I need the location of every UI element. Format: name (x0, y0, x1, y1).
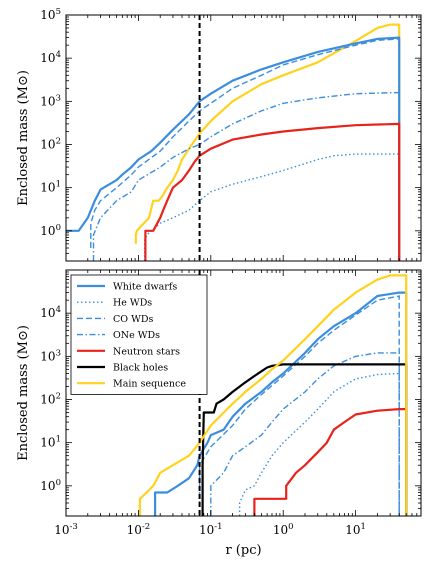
top-panel: 100 101 102 103 104 105 Enclosed mass (M⊙) (16, 7, 422, 262)
x-axis-label: r (pc) (225, 543, 261, 558)
y-tick-label: 102 (40, 391, 61, 406)
y-axis-label: Enclosed mass (M⊙) (16, 70, 31, 206)
series-line-white-dwarfs (66, 36, 401, 261)
x-tick-label: 10-1 (199, 522, 223, 537)
y-axis-label: Enclosed mass (M⊙) (16, 325, 31, 461)
y-tick-label: 105 (40, 7, 61, 22)
y-tick-label: 100 (40, 478, 61, 493)
series-line-neutron-stars (144, 122, 401, 261)
x-tick-label: 101 (345, 522, 366, 537)
legend-label: Main sequence (113, 379, 186, 390)
y-tick-label: 103 (40, 348, 61, 363)
y-tick-label: 101 (40, 180, 61, 195)
x-tick-label: 10-2 (127, 522, 151, 537)
bottom-panel: 100 101 102 103 104 10-3 10-2 10-1 100 101 Enclose… (16, 269, 422, 558)
legend-label: Neutron stars (113, 346, 180, 357)
y-tick-label: 100 (40, 223, 61, 238)
series-line-main-sequence (138, 274, 408, 516)
series-line-black-holes (201, 363, 408, 516)
series-line-co-wds (90, 38, 400, 261)
series-line-neutron-stars (253, 408, 408, 516)
legend-label: CO WDs (113, 314, 153, 325)
y-tick-label: 104 (40, 50, 61, 65)
legend-label: ONe WDs (113, 330, 160, 341)
series-line-one-wds (210, 352, 400, 516)
legend-label: Black holes (113, 363, 168, 374)
x-tick-label: 10-3 (54, 522, 78, 537)
series-line-main-sequence (134, 23, 401, 261)
plot-frame (65, 14, 422, 262)
legend-label: He WDs (113, 298, 152, 309)
series-line-white-dwarfs (154, 291, 408, 516)
y-tick-label: 101 (40, 435, 61, 450)
legend: White dwarfs He WDs CO WDs ONe WDs Neutron s… (70, 274, 208, 395)
legend-label: White dwarfs (113, 282, 177, 293)
series-line-co-wds (198, 295, 400, 516)
y-tick-label: 104 (40, 305, 61, 320)
series-line-he-wds (144, 153, 400, 261)
y-tick-label: 103 (40, 93, 61, 108)
series-group (66, 23, 401, 261)
plot-frame (65, 269, 422, 517)
series-group (138, 274, 408, 516)
x-tick-label: 100 (273, 522, 294, 537)
y-tick-label: 102 (40, 136, 61, 151)
series-line-one-wds (92, 91, 400, 261)
series-line-he-wds (238, 372, 400, 516)
